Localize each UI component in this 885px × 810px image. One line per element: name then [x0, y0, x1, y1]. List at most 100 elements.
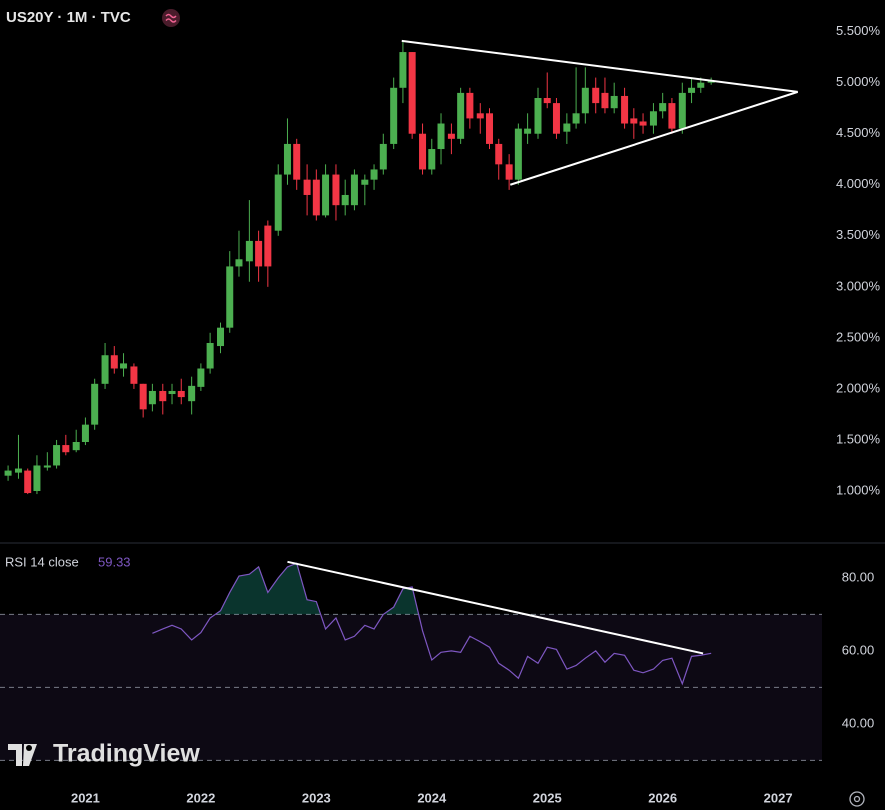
candle-body: [101, 355, 109, 384]
candle-body: [563, 123, 571, 132]
candle-body: [148, 390, 156, 405]
candle-body: [379, 143, 387, 170]
y-tick-label: 5.000%: [836, 74, 881, 89]
rsi-last-value: 59.33: [98, 554, 131, 569]
x-tick-label: 2024: [417, 790, 447, 805]
candle-body: [159, 390, 167, 402]
candle-body: [610, 95, 618, 109]
candle-body: [505, 164, 513, 180]
status-icon[interactable]: [162, 9, 180, 27]
candle-body: [437, 123, 445, 150]
candle-body: [572, 113, 580, 124]
candle-body: [630, 118, 638, 124]
settings-button[interactable]: [849, 791, 865, 807]
candle-body: [4, 470, 12, 476]
candle-body: [245, 240, 253, 262]
y-tick-label: 3.500%: [836, 227, 881, 242]
trendline: [509, 90, 799, 186]
candle-body: [601, 92, 609, 109]
candle-body: [476, 113, 484, 119]
watermark-text: TradingView: [53, 740, 200, 768]
candle-body: [534, 97, 542, 134]
candle-body: [293, 143, 301, 180]
candle-body: [390, 87, 398, 144]
candle-body: [312, 179, 320, 216]
candle-body: [110, 355, 118, 369]
candle-body: [43, 465, 51, 468]
rsi-band-fill: [0, 614, 822, 761]
candle-body: [139, 383, 147, 410]
rsi-overbought-fill: [152, 563, 712, 615]
title-bar: US20Y · 1M · TVC: [6, 9, 180, 27]
candle-body: [659, 103, 667, 112]
candle-body: [264, 225, 272, 267]
watermark: TradingView: [8, 740, 200, 768]
candle-body: [341, 194, 349, 206]
candle-body: [168, 390, 176, 395]
x-tick-label: 2023: [302, 790, 331, 805]
candle-body: [72, 442, 80, 451]
candle-body: [81, 424, 89, 443]
candle-body: [486, 113, 494, 144]
candle-body: [447, 133, 455, 139]
candle-body: [370, 169, 378, 180]
x-tick-label: 2027: [764, 790, 793, 805]
candle-body: [24, 470, 32, 494]
rsi-trendline: [287, 560, 704, 655]
candle-body: [581, 87, 589, 114]
candle-body: [621, 95, 629, 124]
candle-body: [668, 103, 676, 129]
candle-body: [255, 240, 263, 267]
y-tick-label: 1.500%: [836, 431, 881, 446]
candle-body: [14, 468, 22, 473]
candle-body: [91, 383, 99, 425]
candle-body: [206, 342, 214, 369]
candle-body: [217, 327, 225, 347]
trendline: [401, 39, 798, 93]
candle-body: [543, 97, 551, 104]
x-tick-label: 2022: [186, 790, 215, 805]
candle-body: [303, 179, 311, 195]
settings-icon[interactable]: [849, 791, 865, 807]
rsi-label: RSI 14 close: [5, 554, 79, 569]
y-tick-label: 4.500%: [836, 125, 881, 140]
rsi-tick-label: 60.00: [842, 642, 875, 657]
rsi-tick-label: 40.00: [842, 715, 875, 730]
y-tick-label: 3.000%: [836, 278, 881, 293]
candle-body: [678, 92, 686, 129]
candle-body: [466, 92, 474, 119]
candle-body: [592, 87, 600, 104]
candle-body: [495, 143, 503, 165]
candle-body: [419, 133, 427, 170]
candle-body: [639, 121, 647, 126]
y-tick-label: 4.000%: [836, 176, 881, 191]
candle-body: [235, 259, 243, 267]
candle-body: [53, 445, 61, 466]
y-tick-label: 5.500%: [836, 23, 881, 38]
candle-body: [283, 143, 291, 175]
candle-body: [197, 368, 205, 387]
candle-body: [33, 465, 41, 492]
rsi-line: [152, 562, 712, 686]
candle-body: [274, 174, 282, 231]
candle-body: [524, 128, 532, 134]
candle-body: [697, 82, 705, 88]
candle-body: [332, 174, 340, 206]
candle-body: [408, 52, 416, 134]
x-tick-label: 2026: [648, 790, 677, 805]
y-tick-label: 2.500%: [836, 329, 881, 344]
x-tick-label: 2021: [71, 790, 100, 805]
candle-body: [552, 103, 560, 134]
candle-body: [514, 128, 522, 180]
candle-body: [120, 363, 128, 369]
candle-body: [361, 179, 369, 185]
candle-body: [130, 366, 138, 384]
candle-body: [322, 174, 330, 216]
candle-body: [688, 87, 696, 93]
rsi-tick-label: 80.00: [842, 569, 875, 584]
y-tick-label: 2.000%: [836, 380, 881, 395]
x-tick-label: 2025: [533, 790, 562, 805]
candle-body: [188, 385, 196, 402]
